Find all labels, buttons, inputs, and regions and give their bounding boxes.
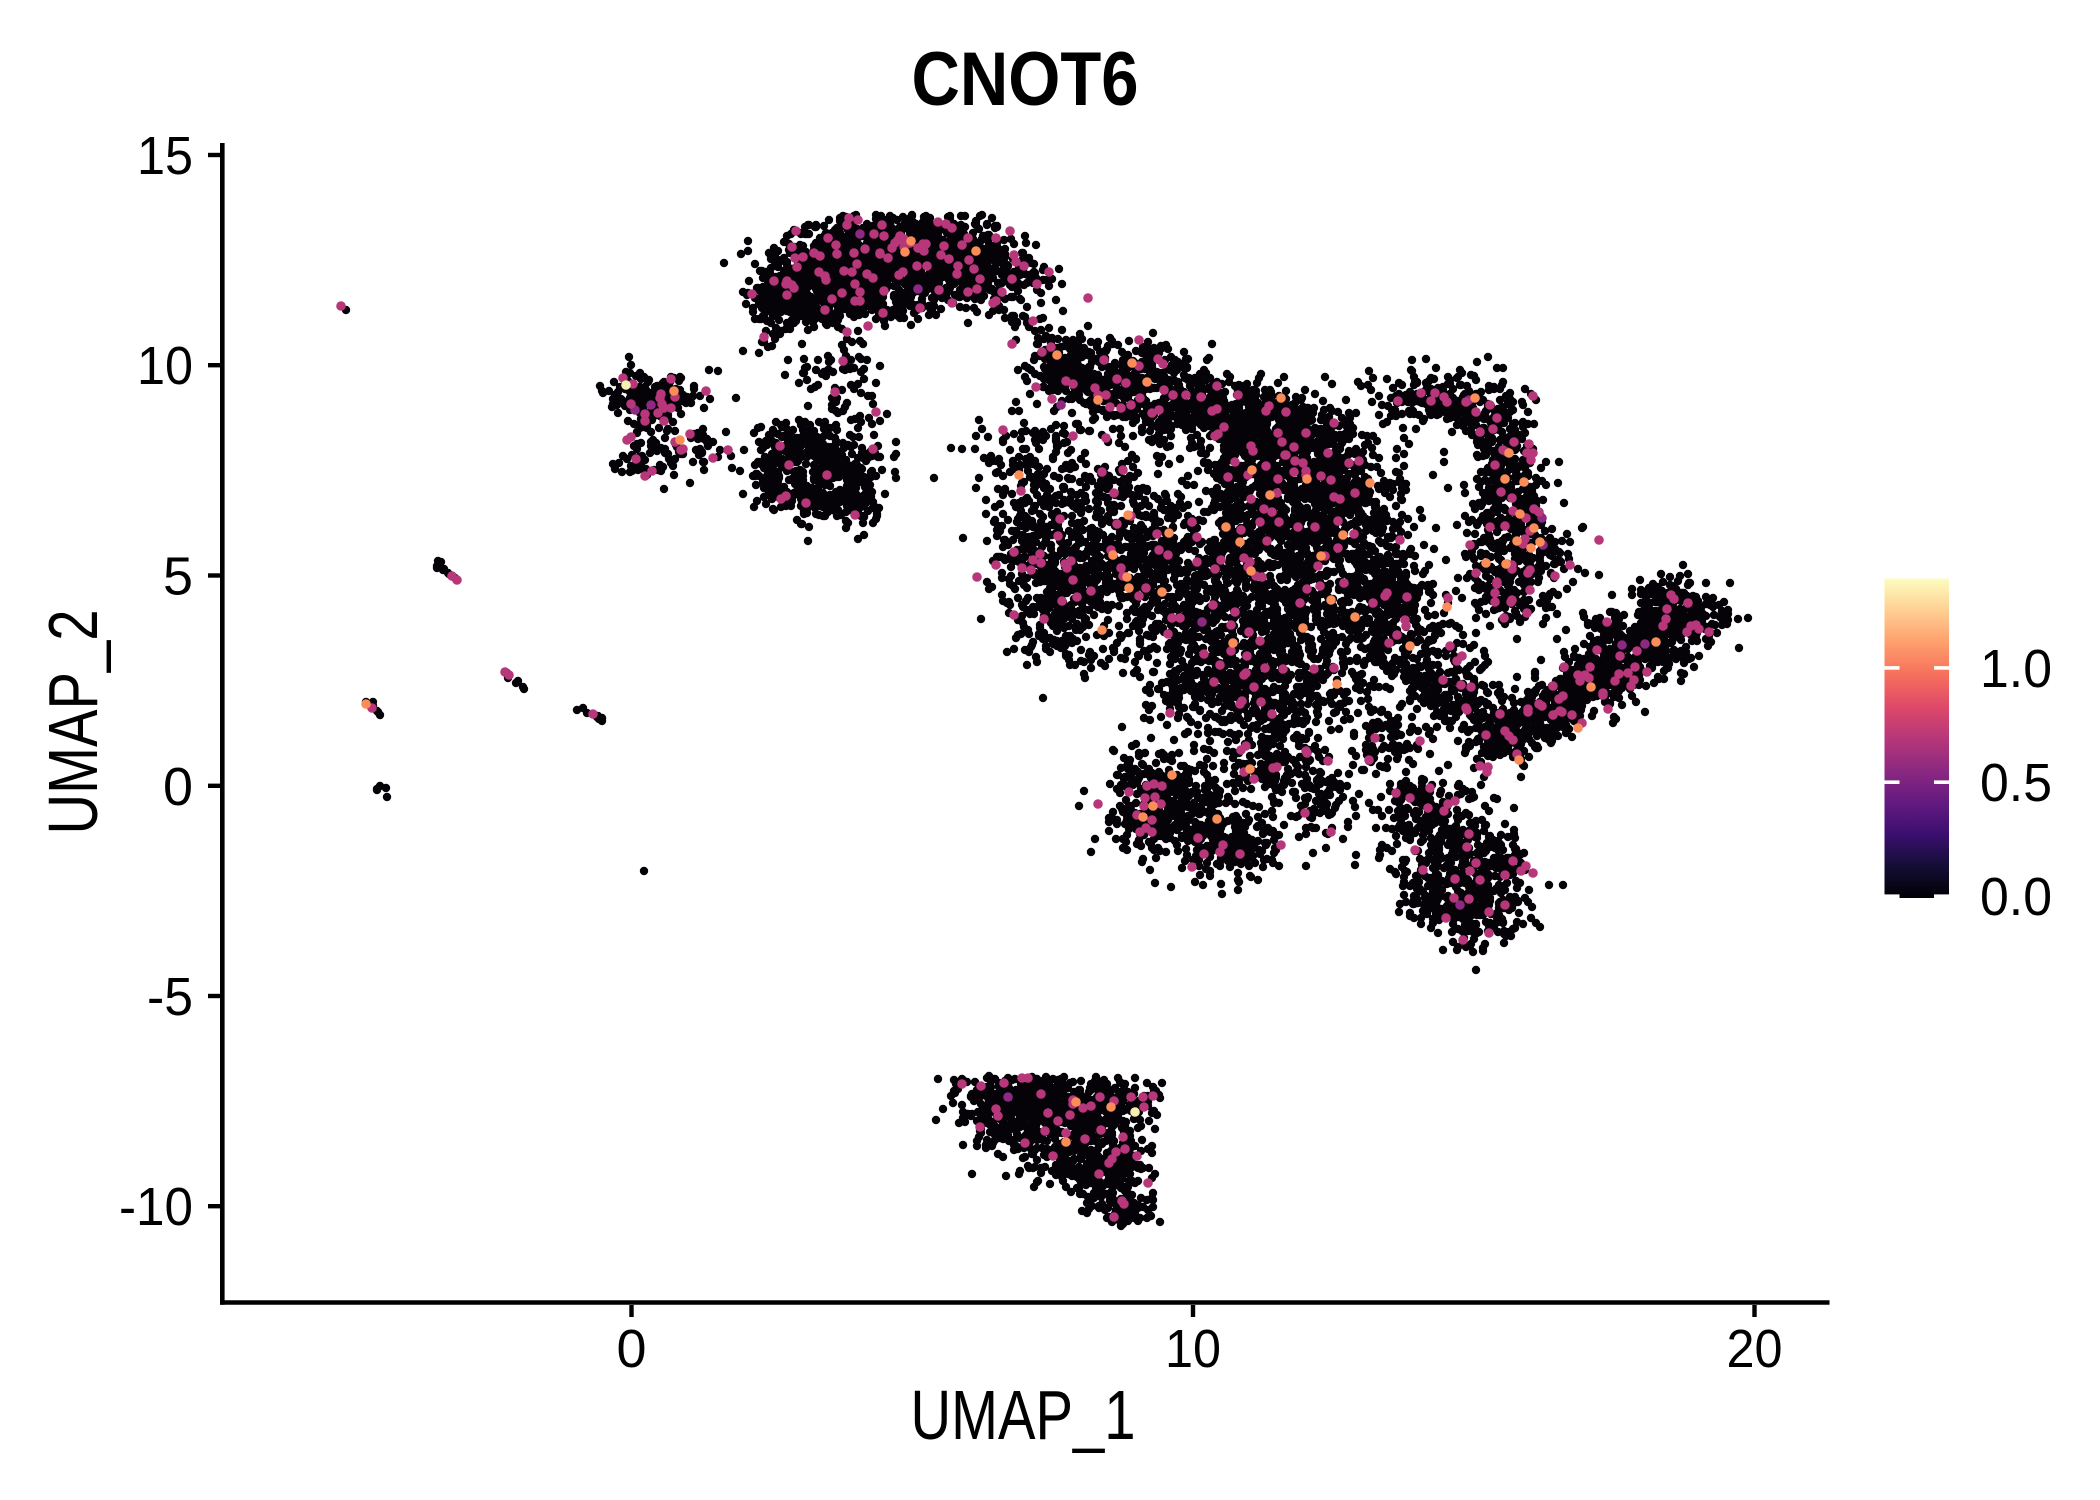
svg-text:10: 10 [1165, 1319, 1221, 1379]
svg-text:20: 20 [1727, 1319, 1783, 1379]
svg-text:0: 0 [617, 1319, 647, 1379]
svg-text:UMAP_2: UMAP_2 [34, 610, 112, 835]
svg-text:0.0: 0.0 [1980, 867, 2052, 927]
svg-text:15: 15 [137, 126, 193, 186]
svg-text:-5: -5 [147, 967, 193, 1027]
svg-text:0.5: 0.5 [1980, 753, 2052, 813]
svg-text:1.0: 1.0 [1980, 639, 2052, 699]
svg-text:CNOT6: CNOT6 [912, 37, 1139, 122]
svg-text:0: 0 [163, 757, 193, 817]
svg-text:-10: -10 [119, 1177, 193, 1237]
svg-text:UMAP_1: UMAP_1 [911, 1376, 1136, 1454]
svg-text:10: 10 [137, 336, 193, 396]
svg-text:5: 5 [163, 547, 193, 607]
